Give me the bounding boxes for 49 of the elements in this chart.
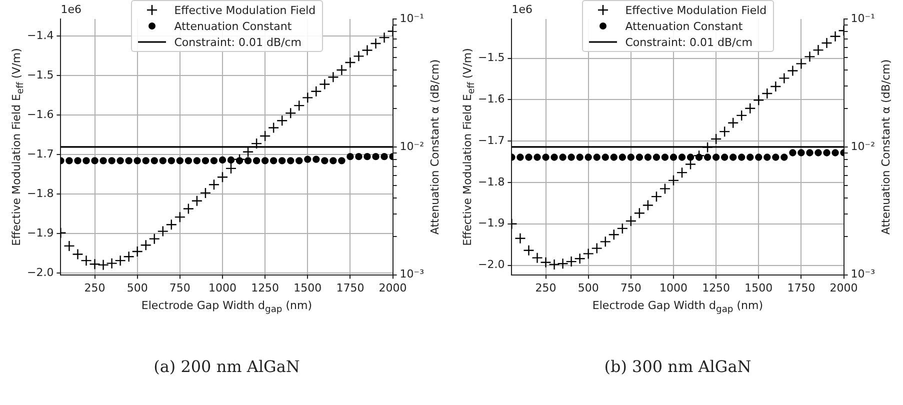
x-tick-label: 500 — [126, 281, 148, 294]
y-tick-label: −1.7 — [26, 147, 54, 160]
legend-label: Constraint: 0.01 dB/cm — [625, 36, 752, 48]
y2-tick-label: 10⁻² — [850, 140, 876, 153]
y-tick-label: −1.6 — [26, 108, 54, 121]
x-tick-label: 1000 — [659, 281, 688, 294]
x-axis-title: Electrode Gap Width d$_{gap}$ (nm) — [141, 299, 312, 316]
text: (b) 300 nm AlGaN — [604, 357, 752, 376]
y2-axis-title: Attenuation Constant α (dB/cm) — [880, 59, 892, 235]
y2-tick-label: 10⁻¹ — [400, 12, 424, 25]
y2-tick-label: 10⁻¹ — [850, 12, 876, 25]
x-tick-label: 500 — [578, 281, 599, 294]
legend-label: Attenuation Constant — [625, 20, 743, 32]
y-tick-label: −1.9 — [26, 226, 54, 240]
legend-label: Attenuation Constant — [174, 20, 292, 32]
y-tick-label: −1.4 — [26, 28, 54, 42]
legend-label: Effective Modulation Field — [174, 4, 316, 16]
y-tick-label: −1.8 — [478, 175, 505, 188]
x-tick-label: 1750 — [336, 281, 364, 294]
y-tick-label: −1.9 — [478, 216, 505, 230]
y2-tick-label: 10⁻³ — [400, 268, 424, 281]
y-tick-label: −1.5 — [26, 68, 54, 82]
y-tick-label: −1.6 — [478, 92, 505, 106]
x-tick-label: 1250 — [251, 281, 280, 294]
y-tick-label: −1.5 — [478, 51, 505, 64]
x-tick-label: 750 — [620, 281, 642, 294]
y2-axis-title: Attenuation Constant α (dB/cm) — [428, 59, 442, 235]
x-tick-label: 1750 — [787, 281, 816, 294]
text: (a) 200 nm AlGaN — [154, 357, 300, 376]
x-tick-label: 1250 — [702, 281, 730, 294]
y-tick-label: −2.0 — [26, 266, 54, 280]
y2-tick-label: 10⁻³ — [850, 268, 876, 281]
x-tick-label: 1500 — [294, 281, 322, 294]
x-tick-label: 2000 — [830, 281, 858, 294]
x-axis-title: Electrode Gap Width d$_{gap}$ (nm) — [592, 299, 764, 316]
y2-tick-label: 10⁻² — [400, 140, 424, 153]
x-tick-label: 750 — [169, 281, 190, 294]
x-tick-label: 250 — [535, 281, 556, 294]
y-tick-label: −2.0 — [478, 258, 505, 272]
legend-label: Effective Modulation Field — [625, 4, 767, 16]
y-tick-label: −1.7 — [478, 134, 505, 147]
y-tick-label: −1.8 — [26, 187, 54, 200]
x-tick-label: 2000 — [378, 281, 407, 294]
x-tick-label: 1000 — [208, 281, 236, 294]
legend-label: Constraint: 0.01 dB/cm — [174, 36, 302, 48]
x-tick-label: 1500 — [744, 281, 773, 294]
text: 1e6 — [512, 3, 532, 16]
x-tick-label: 250 — [84, 281, 106, 294]
text: 1e6 — [60, 3, 82, 16]
